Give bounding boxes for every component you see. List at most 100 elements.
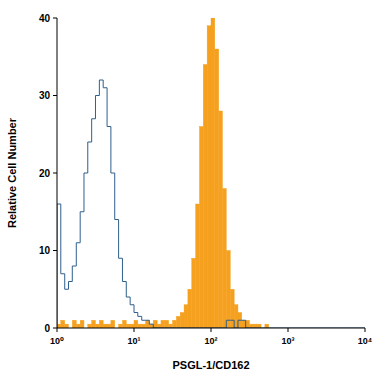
x-tick-label: 10¹	[127, 336, 140, 346]
y-tick-label: 40	[39, 13, 51, 24]
histogram-step	[80, 212, 84, 243]
histogram-bar	[215, 49, 219, 328]
histogram-bar	[211, 18, 215, 328]
histogram-step	[61, 204, 65, 274]
histogram-bar	[257, 324, 261, 328]
y-tick-label: 20	[39, 168, 51, 179]
histogram-step	[142, 316, 146, 320]
x-tick-label: 10²	[204, 336, 217, 346]
histogram-bar	[199, 127, 203, 329]
histogram-bar	[103, 324, 107, 328]
histogram-step	[88, 142, 92, 173]
histogram-step	[122, 258, 126, 281]
histogram-bar	[196, 204, 200, 328]
histogram-step	[134, 305, 138, 313]
histogram-bar	[242, 320, 246, 328]
histogram-bar	[188, 289, 192, 328]
histogram-step	[242, 320, 246, 321]
histogram-step	[149, 320, 153, 324]
x-tick-label: 10⁴	[358, 336, 372, 346]
chart: 10⁰10¹10²10³10⁴010203040PSGL-1/CD162Rela…	[0, 0, 375, 375]
histogram-bar	[165, 320, 169, 328]
histogram-step	[230, 320, 234, 321]
y-tick-label: 0	[44, 323, 50, 334]
histogram-bar	[161, 320, 165, 328]
histogram-step	[145, 320, 149, 321]
histogram-bar	[203, 65, 207, 329]
y-axis-title: Relative Cell Number	[6, 117, 18, 228]
histogram-bar	[122, 320, 126, 328]
histogram-bar	[253, 324, 257, 328]
histogram-bar	[76, 324, 80, 328]
histogram-step	[65, 274, 69, 290]
x-tick-label: 10⁰	[50, 336, 64, 346]
histogram-bar	[142, 324, 146, 328]
histogram-step	[238, 320, 242, 328]
histogram-step	[126, 282, 130, 298]
histogram-bar	[265, 324, 269, 328]
histogram-bar	[149, 324, 153, 328]
histogram-step	[99, 80, 103, 96]
histogram-bar	[130, 324, 134, 328]
histogram-bar	[107, 324, 111, 328]
histogram-bar	[180, 313, 184, 329]
histogram-bar	[238, 313, 242, 329]
series	[57, 18, 269, 328]
histogram-step	[115, 173, 119, 220]
histogram-bar	[65, 324, 69, 328]
y-tick-label: 30	[39, 90, 51, 101]
plot-area	[57, 18, 365, 328]
histogram-bar	[57, 324, 61, 328]
histogram-step	[95, 96, 99, 119]
histogram-step	[84, 173, 88, 212]
y-tick	[53, 328, 57, 329]
x-tick	[288, 328, 289, 332]
histogram-step	[57, 204, 61, 328]
histogram-step	[234, 320, 238, 328]
histogram-step	[153, 324, 157, 328]
histogram-bar	[61, 320, 65, 328]
y-tick	[53, 173, 57, 174]
x-tick	[365, 328, 366, 332]
histogram-bar	[219, 111, 223, 328]
histogram-step	[130, 297, 134, 305]
histogram-bar	[153, 320, 157, 328]
histogram-bar	[222, 189, 226, 329]
histogram-step	[119, 220, 123, 259]
histogram-step	[246, 320, 250, 328]
x-tick	[211, 328, 212, 332]
series	[57, 80, 365, 328]
x-tick	[134, 328, 135, 332]
histogram-bar	[111, 320, 115, 328]
histogram-bar	[145, 320, 149, 328]
histogram-step	[92, 119, 96, 142]
histogram-bar	[172, 320, 176, 328]
histogram-bar	[176, 316, 180, 328]
histogram-bar	[119, 324, 123, 328]
y-tick	[53, 250, 57, 251]
histogram-bar	[88, 324, 92, 328]
histogram-bar	[80, 320, 84, 328]
histogram-bar	[246, 320, 250, 328]
histogram-bar	[184, 305, 188, 328]
histogram-bar	[230, 289, 234, 328]
x-tick	[57, 328, 58, 332]
histogram-step	[103, 80, 107, 88]
histogram-bar	[234, 305, 238, 328]
histogram-step	[138, 313, 142, 317]
histogram-bar	[207, 26, 211, 328]
histogram-bar	[138, 324, 142, 328]
histogram-step	[68, 282, 72, 290]
histogram-step	[226, 320, 230, 328]
x-tick-label: 10³	[281, 336, 294, 346]
histogram-step	[76, 243, 80, 266]
histogram-bar	[99, 320, 103, 328]
y-tick	[53, 95, 57, 96]
histogram-bar	[72, 320, 76, 328]
histogram-step	[111, 127, 115, 174]
histogram-bar	[226, 251, 230, 329]
histogram-step	[72, 266, 76, 282]
y-tick	[53, 18, 57, 19]
histogram-bar	[169, 324, 173, 328]
histogram-bar	[157, 324, 161, 328]
